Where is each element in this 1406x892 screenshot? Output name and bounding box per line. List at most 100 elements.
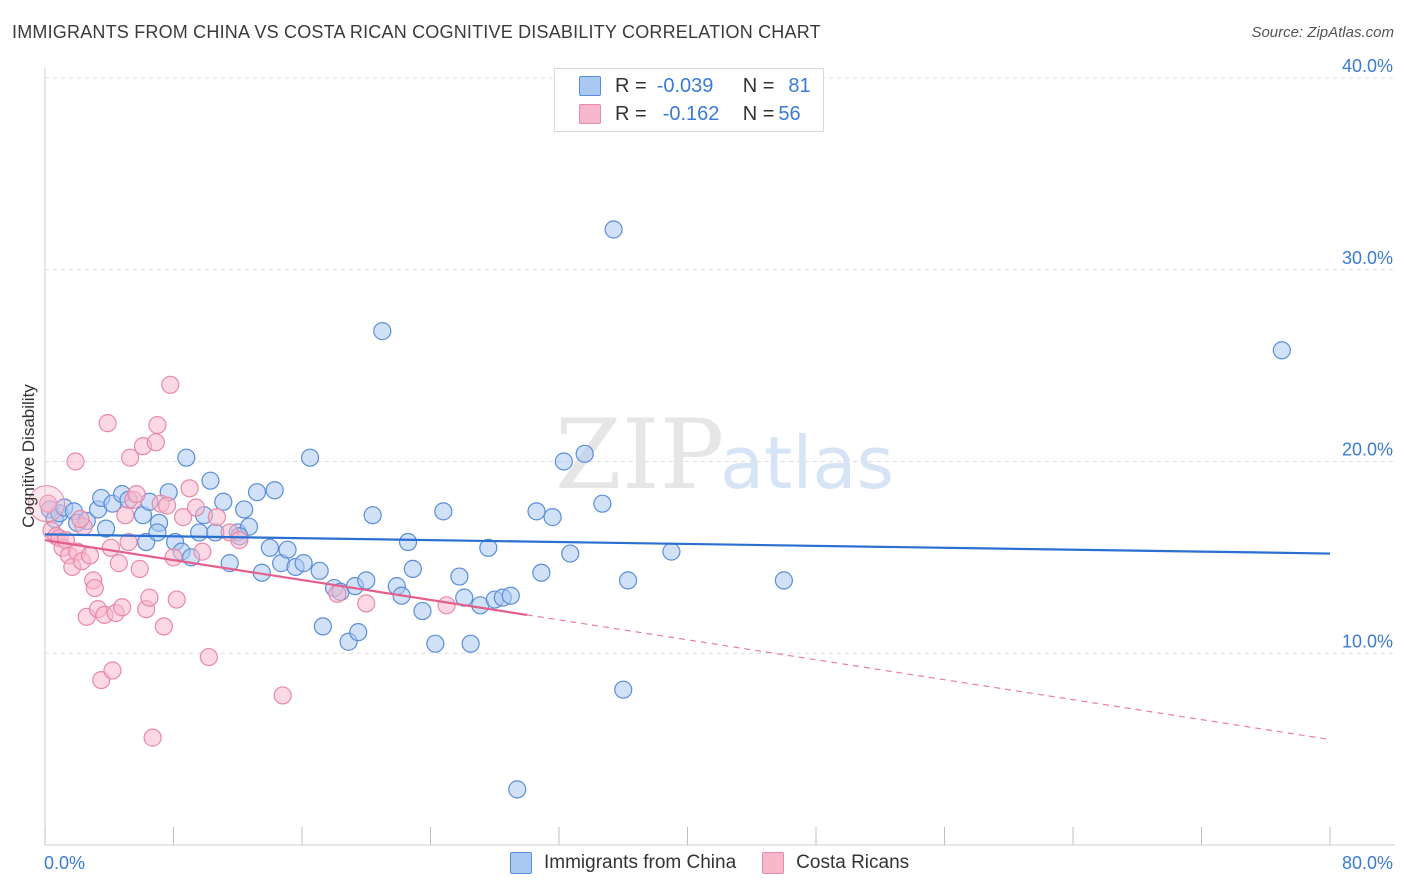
china-trendline bbox=[44, 533, 1331, 555]
costa-point bbox=[127, 484, 146, 504]
watermark-atlas: atlas bbox=[720, 421, 894, 505]
costa-point bbox=[101, 538, 120, 557]
china-point bbox=[561, 544, 580, 563]
gridlines bbox=[45, 77, 1395, 654]
china-point bbox=[190, 523, 209, 542]
legend-r-value-china: -0.039 bbox=[656, 74, 714, 97]
costa-point bbox=[140, 588, 159, 607]
china-point bbox=[398, 532, 418, 552]
costa-point bbox=[121, 448, 140, 467]
legend-row-costa: R = -0.162 N = 56 bbox=[579, 101, 801, 127]
x-tick-label-min: 0.0% bbox=[44, 853, 85, 873]
costa-point bbox=[174, 508, 193, 527]
china-point bbox=[235, 500, 254, 519]
china-point bbox=[310, 561, 329, 580]
china-point bbox=[554, 452, 573, 471]
trendlines bbox=[44, 533, 1331, 741]
china-point bbox=[294, 554, 313, 573]
china-point bbox=[403, 559, 422, 578]
legend-n-label: N = bbox=[742, 102, 775, 125]
china-point bbox=[1272, 341, 1291, 360]
costa-point bbox=[119, 532, 138, 552]
china-point bbox=[774, 571, 793, 590]
y-tick-label: 20.0% bbox=[1342, 440, 1393, 460]
china-point bbox=[662, 542, 681, 561]
bottom-legend-costa: Costa Ricans bbox=[762, 852, 909, 874]
china-point bbox=[201, 471, 220, 490]
costa-point bbox=[103, 661, 122, 680]
legend-swatch-china bbox=[579, 76, 601, 96]
bottom-legend-swatch-costa bbox=[762, 852, 785, 874]
costa-point bbox=[116, 506, 135, 525]
china-point bbox=[450, 567, 469, 586]
y-tick-label: 10.0% bbox=[1342, 631, 1393, 651]
costa-point bbox=[207, 508, 226, 527]
legend-swatch-costa bbox=[579, 104, 601, 124]
china-point bbox=[527, 502, 546, 521]
costa-point bbox=[161, 375, 180, 394]
legend-n-label: N = bbox=[742, 74, 775, 97]
china-point bbox=[479, 538, 498, 557]
costa-point bbox=[109, 554, 128, 573]
china-point bbox=[543, 508, 562, 527]
china-point bbox=[604, 220, 623, 239]
china-point bbox=[265, 481, 284, 500]
costa-point bbox=[193, 542, 212, 561]
x-tick-label-max: 80.0% bbox=[1342, 853, 1393, 873]
legend-box: R = -0.039 N = 81 R = -0.162 N = 56 bbox=[554, 68, 824, 132]
china-point bbox=[618, 571, 638, 590]
bottom-legend-label-costa: Costa Ricans bbox=[796, 852, 910, 873]
costa-trendline bbox=[44, 539, 528, 616]
china-point bbox=[349, 623, 368, 642]
china-point bbox=[614, 680, 633, 699]
costa-point bbox=[357, 594, 376, 613]
costa-point bbox=[199, 647, 218, 667]
costa-point bbox=[186, 498, 206, 517]
costa-point bbox=[230, 531, 249, 550]
costa-point bbox=[98, 414, 117, 433]
bottom-legend: Immigrants from China Costa Ricans bbox=[510, 852, 935, 874]
costa-point bbox=[143, 728, 162, 747]
chart-title: IMMIGRANTS FROM CHINA VS COSTA RICAN COG… bbox=[12, 22, 821, 42]
china-point bbox=[357, 571, 376, 590]
costa-point bbox=[157, 496, 177, 515]
tick-labels: 10.0% 20.0% 30.0% 40.0% 0.0% 80.0% bbox=[44, 56, 1393, 873]
china-point bbox=[461, 634, 480, 653]
costa-point bbox=[328, 584, 347, 603]
costa-point bbox=[146, 433, 165, 452]
y-tick-label: 30.0% bbox=[1342, 248, 1393, 268]
costa-point bbox=[71, 509, 90, 529]
axes bbox=[44, 68, 1395, 846]
bottom-legend-label-china: Immigrants from China bbox=[544, 852, 737, 873]
legend-n-value-costa: 56 bbox=[778, 102, 801, 125]
costa-point bbox=[164, 548, 183, 567]
costa-point bbox=[167, 590, 186, 609]
bottom-legend-china: Immigrants from China bbox=[510, 852, 736, 874]
china-point bbox=[247, 483, 267, 502]
legend-n-value-china: 81 bbox=[788, 74, 811, 97]
watermark: ZIP atlas bbox=[555, 399, 894, 511]
costa-points bbox=[28, 375, 456, 747]
legend-r-label: R = bbox=[615, 74, 647, 97]
china-point bbox=[363, 506, 382, 525]
china-point bbox=[413, 601, 432, 621]
china-point bbox=[148, 523, 167, 542]
costa-point bbox=[85, 578, 104, 598]
legend-row-china: R = -0.039 N = 81 bbox=[579, 73, 811, 99]
bottom-legend-swatch-china bbox=[510, 852, 532, 874]
china-point bbox=[434, 502, 453, 521]
costa-point bbox=[66, 452, 85, 471]
china-point bbox=[575, 444, 594, 463]
china-point bbox=[508, 780, 527, 799]
legend-r-value-costa: -0.162 bbox=[662, 102, 720, 125]
costa-point bbox=[273, 686, 292, 705]
costa-point bbox=[130, 559, 149, 578]
costa-point bbox=[80, 546, 100, 565]
china-point bbox=[177, 448, 196, 467]
china-point bbox=[373, 322, 392, 341]
china-point bbox=[214, 492, 233, 511]
legend-r-label: R = bbox=[615, 102, 647, 125]
costa-point bbox=[39, 494, 58, 513]
costa-trendline-extension bbox=[526, 614, 1331, 741]
